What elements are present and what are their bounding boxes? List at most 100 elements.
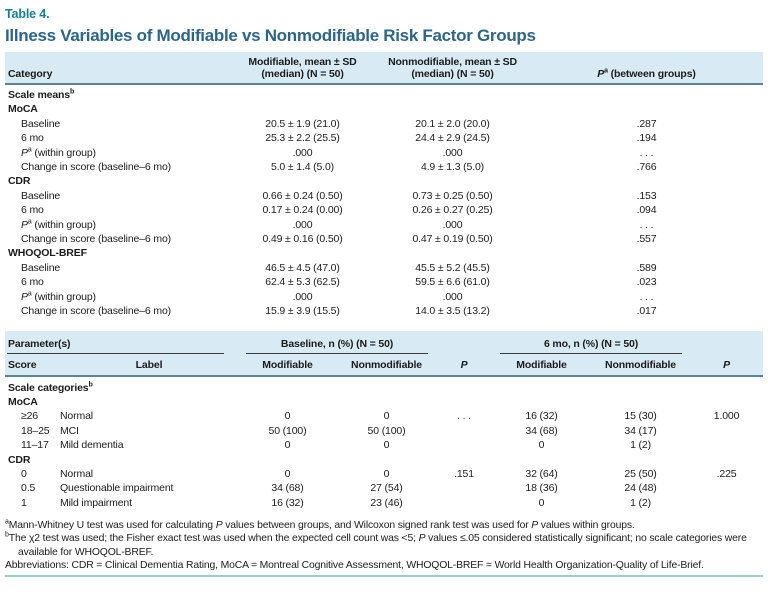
- cell: 25.3 ± 2.2 (25.5): [265, 132, 340, 145]
- cell: Normal: [60, 467, 93, 480]
- cell: 32 (64): [525, 467, 558, 480]
- section-label: CDR: [8, 175, 31, 188]
- table-row: 1 Mild impairment 16 (32) 23 (46) 0 1 (2): [5, 496, 763, 510]
- col-header-label: Label: [60, 353, 238, 377]
- cell: .287: [636, 117, 657, 130]
- cell: [690, 424, 763, 438]
- spanner-baseline: Baseline, n (%) (N = 50): [238, 330, 437, 354]
- cell: 6 mo: [21, 276, 44, 289]
- cell: Mild dementia: [60, 439, 124, 452]
- cell: 46.5 ± 4.5 (47.0): [265, 261, 340, 274]
- cell: 4.9 ± 1.3 (5.0): [420, 161, 485, 174]
- cell: .194: [636, 132, 657, 145]
- cell: 0: [383, 410, 390, 423]
- cell: Baseline: [21, 261, 61, 274]
- spanner-gap-2: [690, 330, 764, 354]
- cell: .225: [716, 467, 737, 480]
- table-row: Baseline 46.5 ± 4.5 (47.0) 45.5 ± 5.2 (45.…: [5, 261, 763, 275]
- col-header-6mo-modifiable: Modifiable: [492, 353, 592, 377]
- cell: .000: [292, 146, 313, 159]
- table-row: Scale meansb: [5, 84, 763, 102]
- cell: 1 (2): [630, 496, 651, 509]
- spanner-parameters: Parameter(s): [5, 330, 238, 354]
- col-header-baseline-p: P: [436, 353, 493, 377]
- cell: [436, 496, 492, 510]
- spanner-row: Parameter(s) Baseline, n (%) (N = 50) 6 …: [5, 330, 764, 354]
- table-row: 18–25 MCI 50 (100) 50 (100) 34 (68) 34 (17): [5, 424, 763, 438]
- section-label: MoCA: [8, 395, 38, 408]
- cell: .151: [454, 467, 474, 480]
- journal-table-figure: Table 4. Illness Variables of Modifiable…: [5, 7, 764, 577]
- scale-means-table: Category Modifiable, mean ± SD (median) …: [5, 52, 763, 319]
- cell: Pa (within group): [21, 146, 96, 159]
- cell: .153: [636, 189, 657, 202]
- cell: 1 (2): [630, 439, 651, 452]
- cell: Baseline: [21, 189, 61, 202]
- scale-means-header: Category Modifiable, mean ± SD (median) …: [5, 52, 763, 85]
- spanner-6mo: 6 mo, n (%) (N = 50): [492, 330, 691, 354]
- table-row: Pa (within group) .000 .000 . . .: [5, 290, 763, 304]
- scale-means-body: Scale meansb MoCA Baseline 20.5 ± 1.9 (21.0…: [5, 84, 763, 319]
- table-row: 0 Normal 0 0 .151 32 (64) 25 (50) .225: [5, 467, 763, 481]
- cell: Normal: [60, 410, 93, 423]
- col-header-category: Category: [5, 52, 230, 85]
- section-label: CDR: [8, 453, 31, 466]
- cell: 34 (68): [525, 424, 558, 437]
- col-header-nonmodifiable-mean: Nonmodifiable, mean ± SD (median) (N = 5…: [375, 52, 530, 85]
- table-row: 6 mo 0.17 ± 0.24 (0.00) 0.26 ± 0.27 (0.25)…: [5, 203, 763, 217]
- cell: 0: [284, 467, 291, 480]
- col-header-6mo-nonmodifiable: Nonmodifiable: [591, 353, 691, 377]
- cell: [690, 438, 763, 452]
- cell: 27 (54): [370, 482, 403, 495]
- cell: [690, 481, 763, 495]
- cell: 45.5 ± 5.2 (45.5): [415, 261, 490, 274]
- cell: [436, 481, 492, 495]
- col-header-6mo-p: P: [690, 353, 764, 377]
- cell: .000: [292, 218, 313, 231]
- footnote-abbreviations: Abbreviations: CDR = Clinical Dementia R…: [5, 559, 704, 571]
- cell: 20.1 ± 2.0 (20.0): [415, 117, 490, 130]
- cell: Mild impairment: [60, 496, 132, 509]
- cell: .017: [636, 305, 657, 318]
- cell: 1.000: [713, 410, 740, 423]
- bottom-divider: [5, 574, 763, 577]
- cell: 20.5 ± 1.9 (21.0): [265, 117, 340, 130]
- table-row: Pa (within group) .000 .000 . . .: [5, 218, 763, 232]
- scale-categories-body: Scale categoriesb MoCA ≥26 Normal 0 0 . . . 16 …: [5, 376, 763, 511]
- cell: 14.0 ± 3.5 (13.2): [415, 305, 490, 318]
- cell: 0.26 ± 0.27 (0.25): [412, 204, 493, 217]
- section-label: MoCA: [8, 103, 38, 116]
- cell: 0: [538, 496, 545, 509]
- cell: 0.66 ± 0.24 (0.50): [262, 189, 343, 202]
- cell: 0: [284, 439, 291, 452]
- cell: 0.47 ± 0.19 (0.50): [412, 233, 493, 246]
- table-row: Change in score (baseline–6 mo) 5.0 ± 1.4…: [5, 160, 763, 174]
- footnotes: aMann-Whitney U test was used for calcul…: [5, 519, 763, 572]
- table-row: MoCA: [5, 102, 763, 116]
- cell: Pa (within group): [21, 290, 96, 303]
- cell: .766: [636, 161, 657, 174]
- table-row: CDR: [5, 453, 763, 467]
- cell: Pa (within group): [21, 218, 96, 231]
- cell: 0: [538, 439, 545, 452]
- table-row: Pa (within group) .000 .000 . . .: [5, 146, 763, 160]
- table-row: MoCA: [5, 395, 763, 409]
- col-header-modifiable-mean: Modifiable, mean ± SD (median) (N = 50): [230, 52, 375, 85]
- cell: 0: [383, 467, 390, 480]
- cell: [690, 496, 763, 510]
- cell: . . .: [639, 218, 654, 231]
- table-number: Table 4.: [5, 7, 50, 21]
- footnote-a: aMann-Whitney U test was used for calcul…: [5, 518, 635, 532]
- cell: 18–25: [21, 424, 50, 437]
- table-row: WHOQOL-BREF: [5, 246, 763, 260]
- cell: 23 (46): [370, 496, 403, 509]
- table-title: Illness Variables of Modifiable vs Nonmo…: [5, 26, 536, 45]
- cell: Change in score (baseline–6 mo): [21, 305, 172, 318]
- cell: . . .: [457, 410, 471, 423]
- cell: ≥26: [21, 410, 38, 423]
- table-row: ≥26 Normal 0 0 . . . 16 (32) 15 (30) 1.000: [5, 409, 763, 423]
- cell: .000: [442, 290, 463, 303]
- table-row: 6 mo 62.4 ± 5.3 (62.5) 59.5 ± 6.6 (61.0) .0…: [5, 275, 763, 289]
- cell: 6 mo: [21, 132, 44, 145]
- cell: .000: [442, 218, 463, 231]
